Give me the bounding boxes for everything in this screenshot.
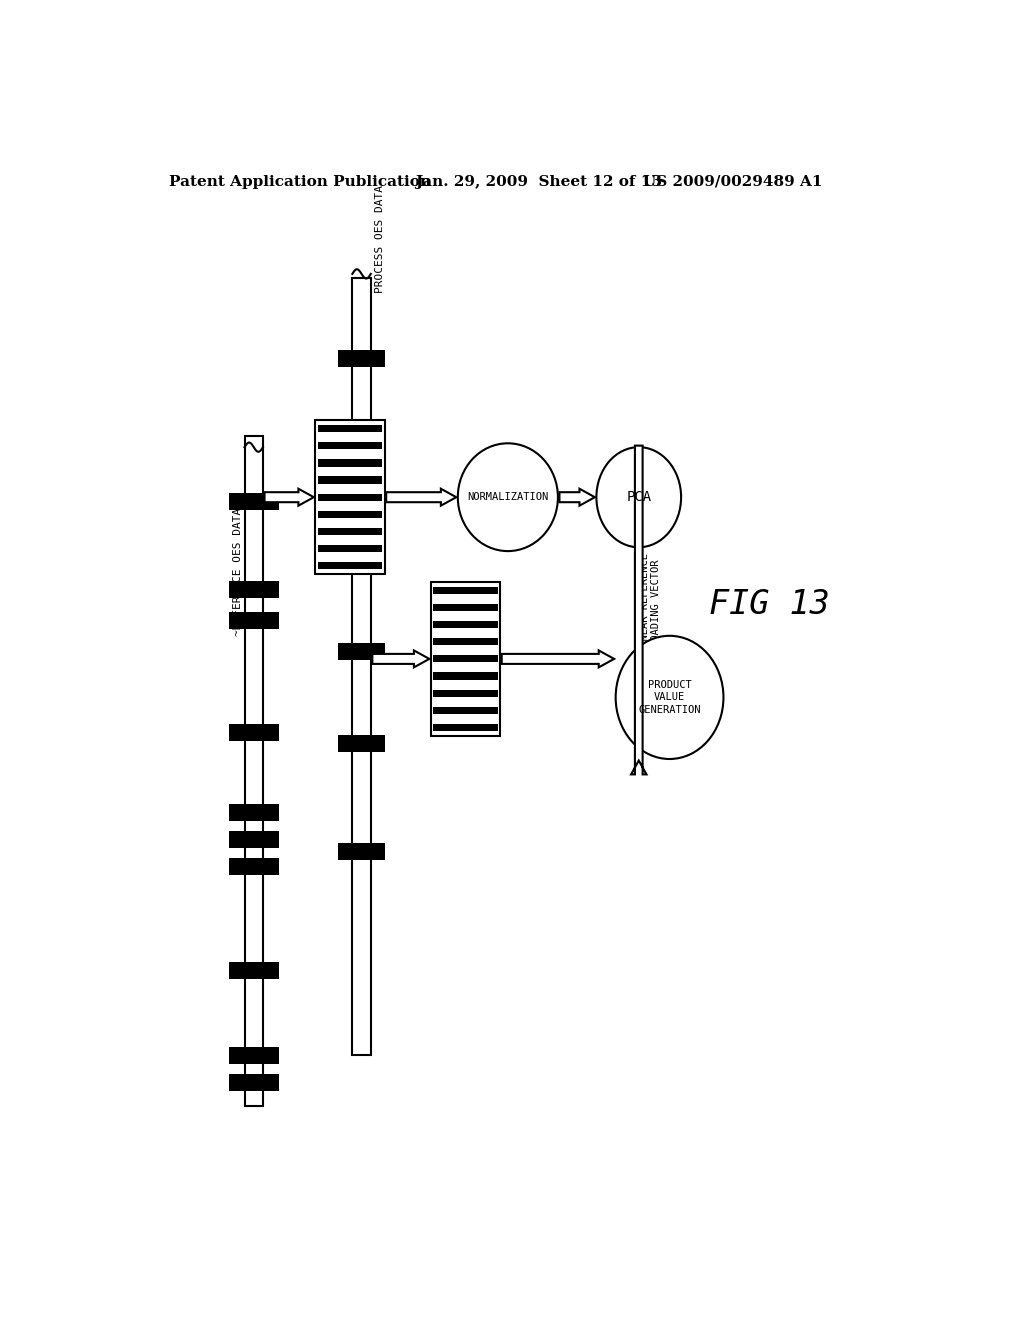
Bar [228,858,279,875]
Bar [317,494,382,500]
Bar [433,605,498,611]
Bar [315,420,385,574]
Text: Patent Application Publication: Patent Application Publication [169,174,431,189]
Text: ~REFERENCE OES DATA: ~REFERENCE OES DATA [233,508,244,636]
Polygon shape [264,488,313,506]
Text: PRODUCT
VALUE
GENERATION: PRODUCT VALUE GENERATION [638,680,700,715]
Bar [433,622,498,628]
Bar [317,425,382,433]
Bar [433,689,498,697]
Text: PCA: PCA [627,490,651,504]
Bar [338,535,385,552]
Polygon shape [559,488,595,506]
Bar [228,962,279,979]
Text: FIG 13: FIG 13 [710,589,830,622]
Text: Jan. 29, 2009  Sheet 12 of 13: Jan. 29, 2009 Sheet 12 of 13 [416,174,663,189]
Polygon shape [502,651,614,668]
Bar [317,511,382,517]
Ellipse shape [615,636,724,759]
Polygon shape [631,446,646,775]
Text: US 2009/0029489 A1: US 2009/0029489 A1 [643,174,822,189]
Bar [433,672,498,680]
Bar [431,582,500,737]
Bar [228,804,279,821]
Bar [433,706,498,714]
Bar [317,528,382,535]
Bar [228,723,279,741]
Polygon shape [386,488,457,506]
Bar [433,638,498,645]
Text: LINEAR REFERENCE
LOADING VECTOR: LINEAR REFERENCE LOADING VECTOR [640,553,662,653]
Bar [433,587,498,594]
Bar [317,477,382,483]
Bar [317,545,382,552]
Bar [433,723,498,731]
Bar [433,655,498,663]
Bar [228,492,279,510]
Bar [228,1047,279,1064]
Bar [228,832,279,849]
Bar [245,436,263,1106]
Bar [338,735,385,752]
Bar [317,562,382,569]
Bar [228,1074,279,1090]
Text: PROCESS OES DATA: PROCESS OES DATA [376,185,385,293]
Bar [317,459,382,466]
Bar [228,581,279,598]
Bar [352,277,371,1056]
Bar [338,643,385,660]
Bar [317,442,382,449]
Ellipse shape [458,444,558,552]
Ellipse shape [596,447,681,548]
Bar [338,843,385,859]
Bar [228,612,279,628]
Polygon shape [373,651,429,668]
Text: NORMALIZATION: NORMALIZATION [467,492,549,502]
Bar [338,350,385,367]
